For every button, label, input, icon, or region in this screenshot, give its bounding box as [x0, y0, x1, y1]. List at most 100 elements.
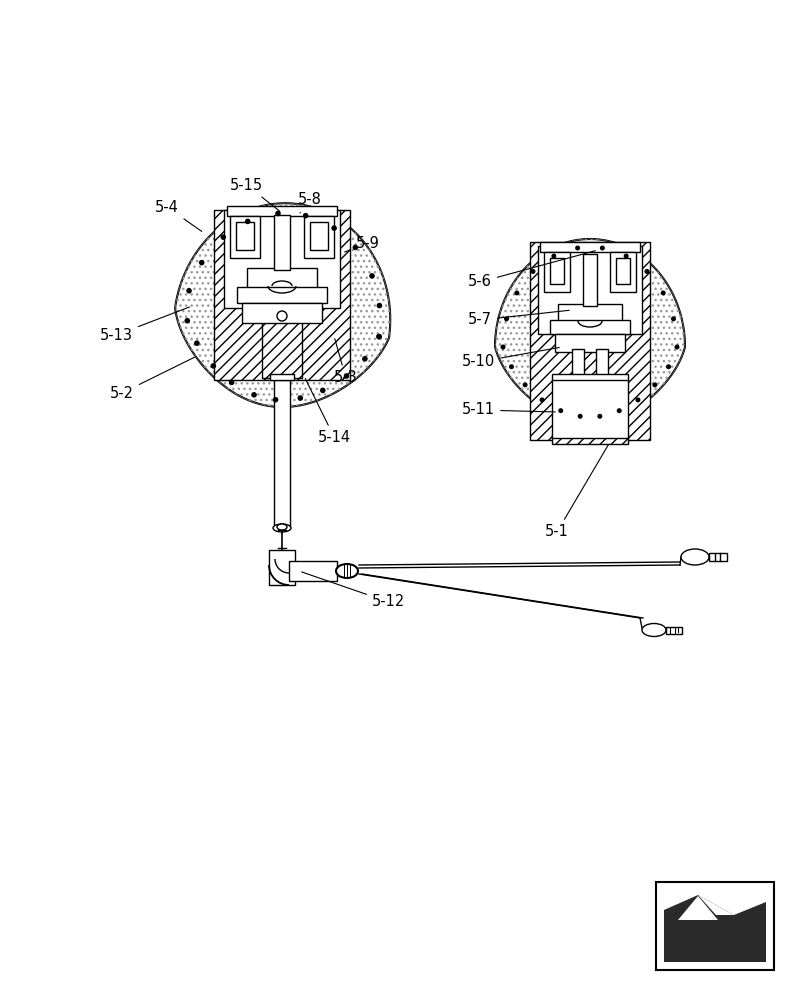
Bar	[236, 222, 254, 250]
Text: 5-11: 5-11	[462, 402, 555, 418]
Bar	[583, 254, 597, 306]
Text: 5-6: 5-6	[468, 251, 595, 290]
Text: 5-4: 5-4	[155, 200, 202, 231]
Bar	[214, 210, 350, 380]
Text: 5-9: 5-9	[344, 235, 380, 252]
Text: 5-13: 5-13	[100, 307, 189, 342]
Circle shape	[194, 340, 200, 346]
Bar	[274, 380, 290, 528]
Bar	[656, 882, 774, 970]
Polygon shape	[698, 895, 734, 915]
Circle shape	[597, 414, 602, 419]
Circle shape	[187, 288, 191, 294]
Bar	[555, 334, 625, 352]
Circle shape	[635, 397, 641, 402]
Circle shape	[221, 234, 226, 240]
Text: 5-10: 5-10	[462, 347, 559, 369]
Circle shape	[276, 211, 281, 216]
Circle shape	[504, 316, 509, 321]
Circle shape	[617, 408, 621, 413]
Bar	[596, 349, 608, 377]
Circle shape	[343, 373, 349, 379]
Text: 5-7: 5-7	[468, 310, 570, 328]
Circle shape	[540, 397, 545, 402]
Text: 5-12: 5-12	[301, 572, 406, 609]
Text: 5-3: 5-3	[334, 339, 358, 385]
Bar	[544, 252, 570, 292]
Circle shape	[199, 260, 204, 265]
Circle shape	[652, 382, 658, 387]
Circle shape	[600, 246, 605, 251]
Ellipse shape	[642, 624, 666, 637]
Circle shape	[377, 334, 382, 339]
Bar	[230, 216, 260, 258]
Circle shape	[578, 414, 583, 419]
Circle shape	[331, 225, 337, 231]
Bar	[289, 561, 337, 581]
Bar	[530, 242, 650, 440]
Circle shape	[377, 334, 382, 339]
Circle shape	[675, 344, 680, 350]
Bar	[262, 320, 302, 378]
Circle shape	[531, 269, 536, 274]
Circle shape	[277, 311, 287, 321]
Circle shape	[523, 382, 528, 387]
Bar	[224, 210, 340, 308]
Bar	[550, 258, 564, 284]
Bar	[270, 374, 294, 380]
Bar	[558, 304, 622, 322]
Ellipse shape	[273, 524, 291, 532]
Circle shape	[245, 219, 250, 224]
Bar	[310, 222, 328, 250]
Bar	[540, 242, 640, 252]
Circle shape	[509, 364, 514, 369]
Circle shape	[645, 269, 650, 274]
Circle shape	[551, 254, 557, 259]
Ellipse shape	[336, 564, 358, 578]
Bar	[572, 349, 584, 377]
Circle shape	[369, 273, 375, 279]
Ellipse shape	[681, 549, 709, 565]
Circle shape	[558, 408, 563, 413]
Bar	[247, 268, 317, 288]
Polygon shape	[175, 203, 390, 407]
Circle shape	[377, 303, 382, 308]
Circle shape	[575, 246, 580, 251]
Polygon shape	[664, 895, 766, 962]
Polygon shape	[495, 239, 685, 423]
Circle shape	[666, 364, 671, 369]
Bar	[610, 252, 636, 292]
Circle shape	[500, 344, 506, 350]
Text: 5-14: 5-14	[305, 378, 351, 446]
Circle shape	[229, 380, 234, 385]
Circle shape	[624, 254, 629, 259]
Circle shape	[303, 213, 309, 218]
Circle shape	[671, 316, 676, 321]
Ellipse shape	[277, 524, 287, 530]
Bar	[538, 246, 642, 334]
Circle shape	[184, 318, 190, 323]
Bar	[242, 303, 322, 323]
Bar	[552, 434, 628, 444]
Bar	[227, 206, 337, 216]
Circle shape	[273, 397, 278, 403]
Bar	[550, 320, 630, 334]
Polygon shape	[678, 896, 718, 920]
Text: 5-15: 5-15	[230, 178, 280, 211]
Circle shape	[515, 290, 520, 295]
Bar	[237, 287, 327, 303]
Circle shape	[320, 388, 326, 393]
Bar	[616, 258, 630, 284]
Circle shape	[211, 363, 217, 369]
Text: 5-1: 5-1	[545, 444, 608, 540]
Bar	[274, 215, 290, 270]
Bar	[666, 627, 682, 634]
Circle shape	[297, 395, 303, 401]
Bar	[269, 550, 295, 585]
Circle shape	[251, 392, 257, 398]
Circle shape	[362, 356, 368, 362]
Bar	[304, 216, 334, 258]
Bar	[709, 553, 727, 561]
Circle shape	[661, 290, 666, 295]
Bar	[552, 380, 628, 438]
